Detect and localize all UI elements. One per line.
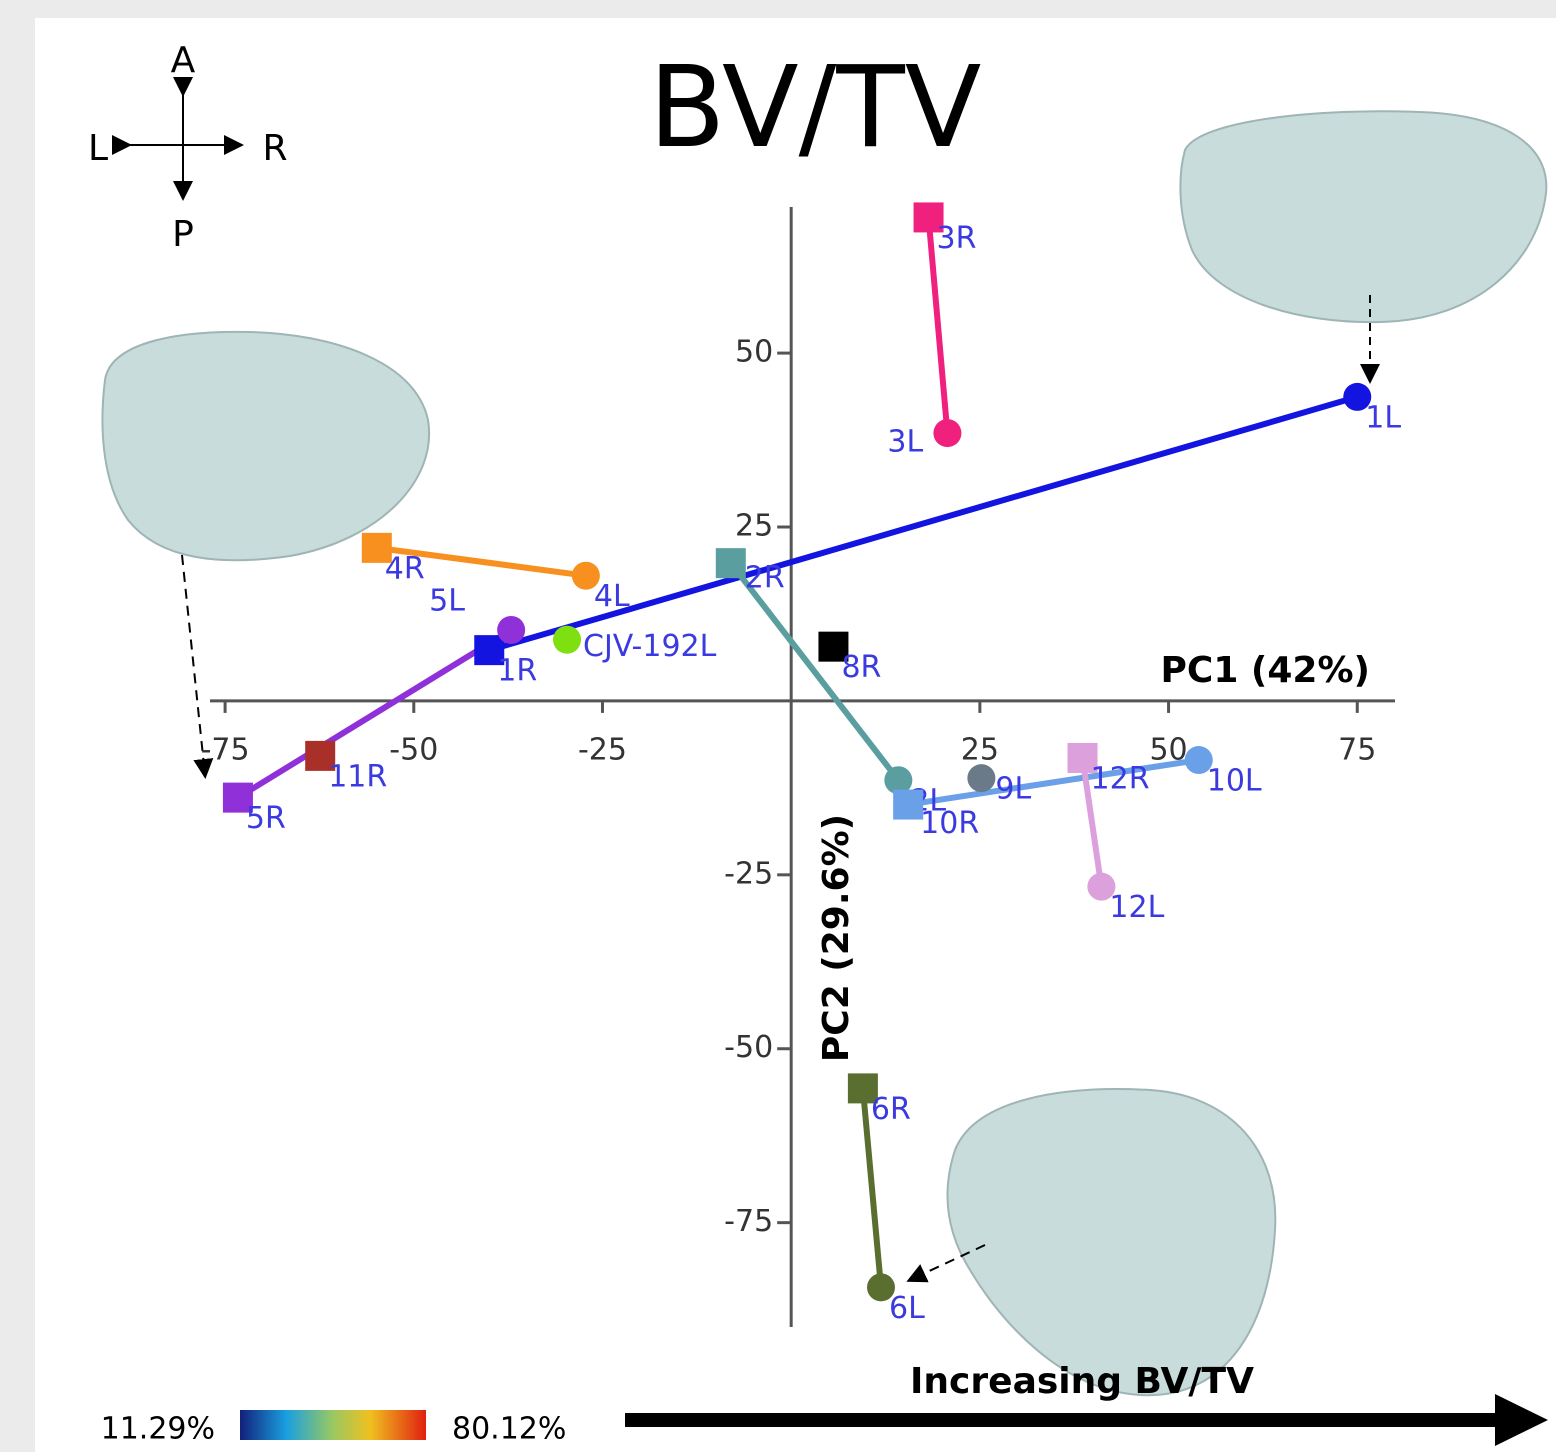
point-label: 8R [841,650,881,685]
y-tick-label: 25 [735,509,773,544]
chart-title: BV/TV [649,43,982,173]
compass-p: P [172,214,194,255]
y-tick-label: -25 [724,856,773,891]
y-tick-label: -50 [724,1030,773,1065]
point-label: 12L [1109,890,1164,925]
point-label: 9L [995,772,1031,807]
point-label: 4L [594,579,630,614]
chart: BV/TV A P L R 11.29% 80.12% Increasing B… [0,0,1556,1452]
y-tick-label: 50 [735,335,773,370]
point-label: 3R [937,221,977,256]
y-tick-label: -75 [724,1204,773,1239]
trend-label: Increasing BV/TV [910,1361,1254,1402]
point-label: 2R [745,561,785,596]
point-label: 5R [246,801,286,836]
x-tick-label: -50 [389,732,438,767]
color-scale-bar [240,1410,426,1440]
point-circle [933,419,961,447]
compass-a: A [171,40,196,81]
compass-r: R [262,128,287,169]
x-tick-label: 75 [1338,732,1376,767]
x-tick-label: 25 [961,732,999,767]
point-label: 1L [1365,400,1401,435]
point-label: 12R [1091,761,1150,796]
point-label: 1R [497,654,537,689]
point-label: 4R [385,551,425,586]
point-circle [497,616,525,644]
point-label: 10R [920,806,979,841]
point-circle [553,626,581,654]
point-label: 6R [871,1092,911,1127]
point-circle [967,764,995,792]
y-axis-label: PC2 (29.6%) [816,814,857,1062]
point-label: 3L [887,425,923,460]
point-square [716,548,746,578]
color-scale-max: 80.12% [452,1412,566,1447]
x-tick-label: -75 [201,732,250,767]
point-square [893,790,923,820]
point-label: 5L [429,583,465,618]
point-label: 11R [328,759,387,794]
x-tick-label: -25 [578,732,627,767]
color-scale-min: 11.29% [101,1412,215,1447]
compass-l: L [88,128,108,169]
point-label: CJV-192L [583,629,717,664]
point-label: 6L [889,1291,925,1326]
x-axis-label: PC1 (42%) [1161,650,1370,691]
point-label: 10L [1207,764,1262,799]
